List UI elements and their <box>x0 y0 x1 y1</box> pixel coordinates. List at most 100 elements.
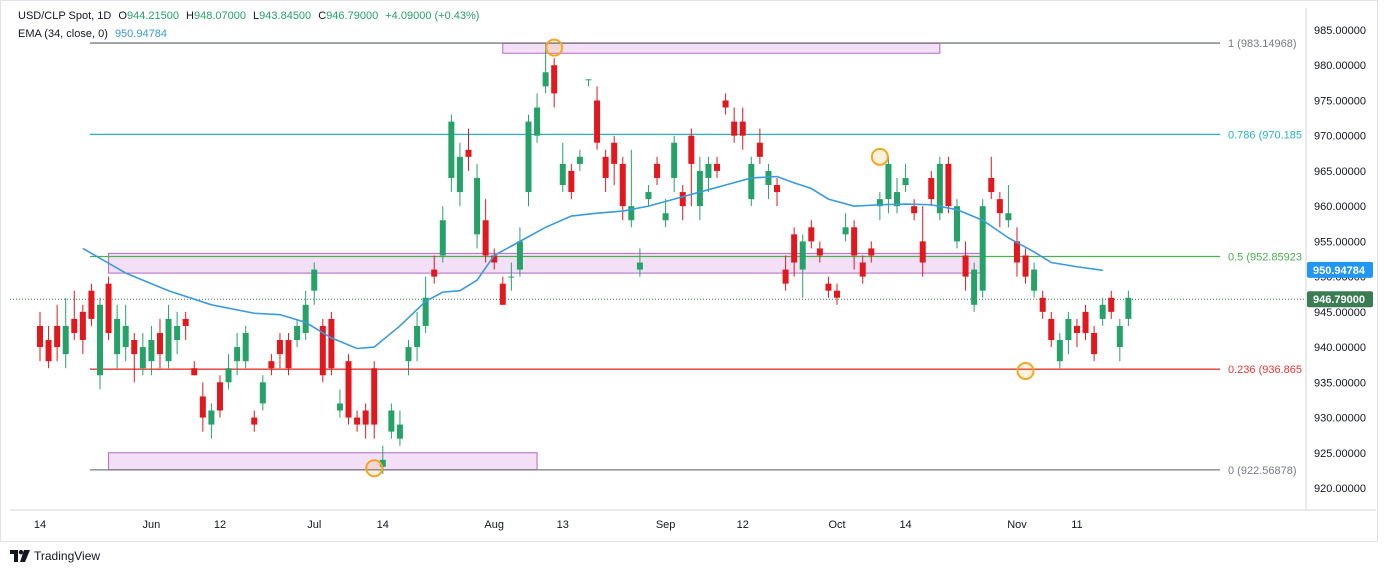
candle <box>268 354 275 376</box>
candle-body <box>611 142 618 164</box>
candle-body <box>105 283 112 333</box>
change-value: +4.09000 (+0.43%) <box>385 10 480 22</box>
candle-body <box>1056 340 1063 362</box>
candle-body <box>705 163 712 178</box>
candle <box>636 248 643 277</box>
candle-body <box>139 347 146 369</box>
candle-body <box>868 248 875 256</box>
candle-body <box>979 206 986 291</box>
candle-body <box>945 163 952 207</box>
candle <box>122 304 129 362</box>
candle-body <box>602 156 609 178</box>
candle-body <box>559 163 566 186</box>
candle <box>456 142 463 207</box>
candle-body <box>594 100 601 143</box>
candle <box>216 375 223 418</box>
candle-body <box>971 269 978 305</box>
candle-body <box>714 163 721 171</box>
candle <box>276 332 283 369</box>
candle <box>371 361 378 439</box>
candle-body <box>696 170 703 207</box>
candle-body <box>336 403 343 411</box>
candle <box>388 403 395 439</box>
x-tick-label: 14 <box>899 519 911 531</box>
candle <box>285 332 292 376</box>
candle <box>756 128 763 164</box>
tradingview-logo[interactable]: TradingView <box>10 549 100 563</box>
candle-body <box>756 142 763 157</box>
y-tick-label: 945.00000 <box>1314 307 1366 319</box>
candle-body <box>525 121 532 193</box>
y-tick-label: 955.00000 <box>1314 236 1366 248</box>
candle-body <box>782 269 789 284</box>
x-tick-label: 12 <box>737 519 749 531</box>
candle-body <box>953 206 960 242</box>
candle <box>919 206 926 277</box>
fib-level-label: 1 (983.14968) <box>1228 38 1297 50</box>
candle <box>782 255 789 291</box>
candle-body <box>902 177 909 186</box>
candle <box>405 340 412 376</box>
candle-body <box>534 107 541 136</box>
candle <box>654 156 661 186</box>
candle <box>576 149 583 171</box>
candle <box>336 389 343 418</box>
candle <box>953 199 960 249</box>
candle-body <box>765 170 772 186</box>
candle-body <box>894 192 900 207</box>
ema-price-label: 950.94784 <box>1313 265 1366 277</box>
candle <box>1082 304 1089 341</box>
close-label: C <box>318 10 327 22</box>
candle <box>765 163 772 200</box>
fib-level-label: 0.5 (952.85923 <box>1228 251 1302 263</box>
candle <box>71 290 78 341</box>
x-tick-label: 12 <box>214 519 226 531</box>
candle <box>465 128 472 171</box>
fib-level-label: 0.236 (936.865 <box>1228 364 1302 376</box>
candle <box>928 170 935 207</box>
candle <box>619 156 626 221</box>
candle-body <box>1073 325 1080 333</box>
candle-body <box>345 361 352 418</box>
fib-level-label: 0 (922.56878) <box>1228 465 1297 477</box>
candle <box>936 156 943 221</box>
candle <box>842 213 849 242</box>
candle-body <box>268 361 275 369</box>
y-tick-label: 920.00000 <box>1314 483 1366 495</box>
candle-body <box>311 269 318 291</box>
y-tick-label: 980.00000 <box>1314 60 1366 72</box>
candle <box>962 241 969 291</box>
candle-body <box>1031 269 1038 291</box>
candle <box>319 318 326 383</box>
candle <box>988 156 995 200</box>
candle-body <box>645 192 652 200</box>
candle <box>551 58 558 108</box>
candle-body <box>834 290 841 298</box>
candle-body <box>405 347 412 362</box>
candle <box>525 114 532 207</box>
candle <box>722 93 729 115</box>
candle <box>362 403 369 439</box>
candle <box>602 149 609 193</box>
candle-body <box>199 396 206 418</box>
candle <box>302 290 309 341</box>
symbol-legend: USD/CLP Spot, 1D O944.21500 H948.07000 L… <box>18 10 483 22</box>
candle-body <box>1108 297 1115 312</box>
candle <box>645 185 652 207</box>
candle-body <box>234 347 241 362</box>
candle-body <box>448 121 455 178</box>
candle-body <box>285 340 292 369</box>
candle-body <box>242 332 249 362</box>
candle-body <box>1116 325 1123 348</box>
candle-body <box>165 318 172 362</box>
candle-body <box>748 163 755 200</box>
candle-body <box>54 325 61 348</box>
candle <box>54 304 61 362</box>
candle-body <box>431 269 438 277</box>
candle <box>894 177 900 214</box>
candle <box>174 311 181 355</box>
candle <box>628 149 635 228</box>
candle <box>139 332 146 376</box>
candle-body <box>499 283 506 305</box>
y-tick-label: 985.00000 <box>1314 25 1366 37</box>
